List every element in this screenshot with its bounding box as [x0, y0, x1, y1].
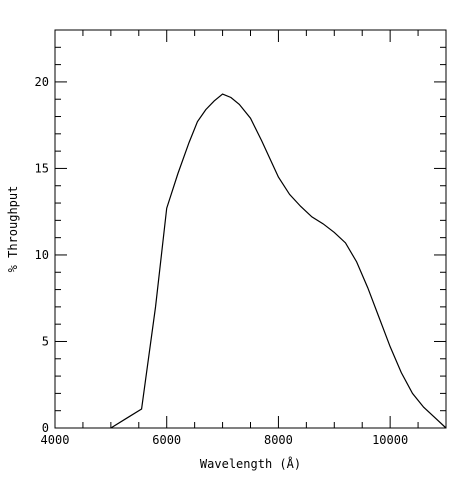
y-tick-label: 15: [35, 161, 49, 175]
plot-frame: [54, 29, 447, 429]
tick-labels: 4000 6000 8000 10000 0 5 10 15 20: [35, 75, 409, 447]
y-axis-label: % Throughput: [6, 186, 20, 273]
y-tick-label: 5: [42, 334, 49, 348]
x-tick-label: 4000: [41, 433, 70, 447]
x-tick-label: 10000: [372, 433, 408, 447]
axis-ticks: [54, 29, 447, 429]
y-tick-label: 10: [35, 248, 49, 262]
series-line: [110, 93, 447, 429]
x-tick-label: 8000: [264, 433, 293, 447]
x-axis-label: Wavelength (Å): [200, 456, 301, 471]
y-tick-label: 0: [42, 421, 49, 435]
y-tick-label: 20: [35, 75, 49, 89]
x-tick-label: 6000: [152, 433, 181, 447]
